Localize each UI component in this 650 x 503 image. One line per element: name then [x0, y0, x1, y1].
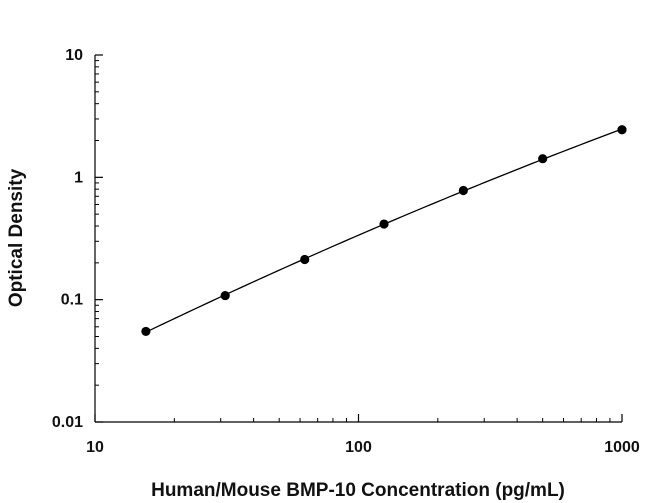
data-point: [220, 290, 230, 301]
y-axis-title: Optical Density: [6, 168, 27, 307]
y-tick-label: 10: [65, 47, 83, 64]
data-point: [300, 254, 310, 265]
fit-curve-line: [145, 128, 623, 333]
y-tick-label: 1: [74, 169, 83, 186]
y-tick-label: 0.1: [61, 292, 83, 309]
data-point: [538, 154, 548, 164]
data-point: [379, 219, 389, 229]
x-axis-title: Human/Mouse BMP-10 Concentration (pg/mL): [151, 480, 565, 501]
data-point: [458, 185, 468, 196]
x-tick-label: 1000: [604, 439, 640, 456]
x-tick-label: 10: [86, 439, 104, 456]
data-point: [141, 326, 151, 337]
x-tick-label: 100: [345, 439, 372, 456]
axes: [94, 55, 622, 423]
y-tick-label: 0.01: [52, 414, 83, 431]
tick-marks: [94, 54, 623, 423]
tick-labels: 0.01 0.1 1 10 10 100 1000: [52, 47, 640, 456]
data-point: [617, 125, 627, 135]
data-points: [141, 125, 627, 337]
